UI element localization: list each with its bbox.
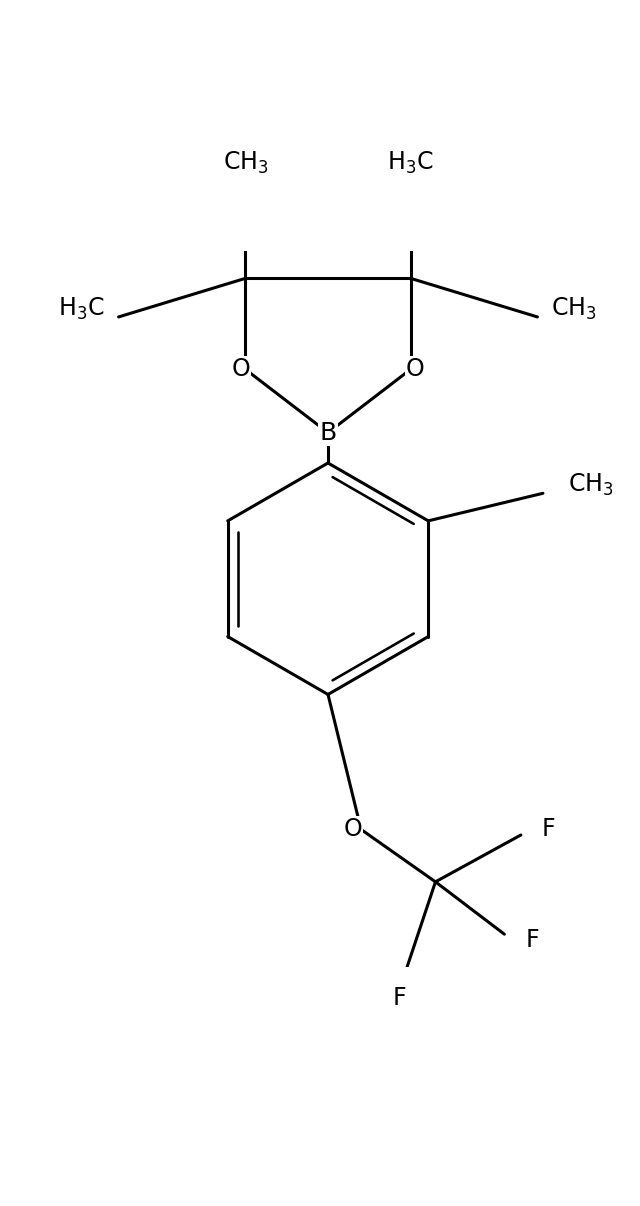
Text: CH$_3$: CH$_3$ [568, 472, 613, 498]
Text: O: O [344, 818, 362, 842]
Text: CH$_3$: CH$_3$ [551, 295, 597, 322]
Text: F: F [542, 818, 556, 842]
Text: H$_3$C: H$_3$C [58, 295, 105, 322]
Text: B: B [319, 421, 337, 445]
Text: F: F [393, 985, 406, 1009]
Text: CH$_3$: CH$_3$ [223, 150, 268, 176]
Text: H$_3$C: H$_3$C [387, 150, 434, 176]
Text: F: F [525, 927, 539, 952]
Text: O: O [406, 357, 424, 381]
Text: O: O [232, 357, 250, 381]
